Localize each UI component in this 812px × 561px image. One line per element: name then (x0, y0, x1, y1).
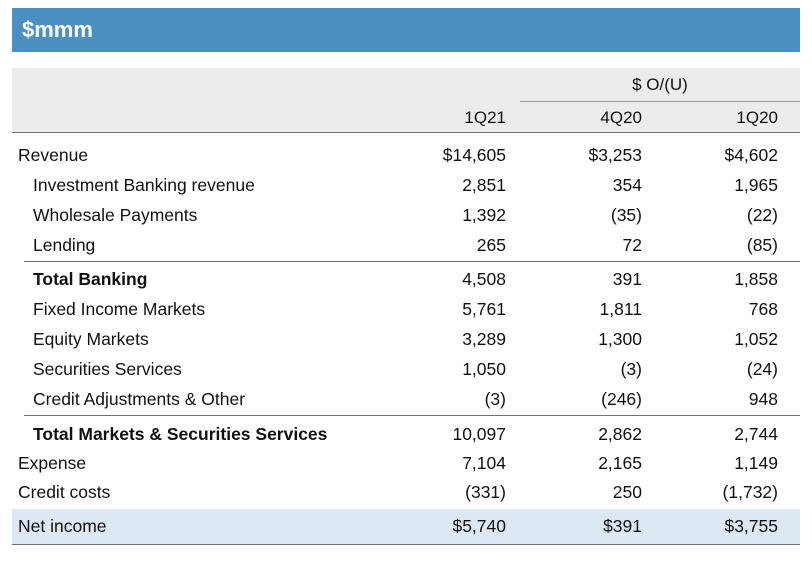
table-bottom-rule (12, 544, 800, 545)
cell-4q20: 1,300 (598, 329, 642, 349)
cell-1q21: 1,050 (462, 359, 506, 379)
cell-4q20: (35) (610, 205, 642, 225)
cell-4q20: 391 (612, 269, 642, 289)
cell-4q20: 250 (612, 482, 642, 502)
row-label: Investment Banking revenue (33, 175, 255, 195)
cell-1q20: 948 (748, 389, 778, 409)
cell-1q21: 2,851 (462, 175, 506, 195)
row-label: Expense (18, 453, 87, 473)
cell-1q21: 5,761 (462, 299, 506, 319)
row-label: Lending (33, 235, 96, 255)
table-row-securities-services: Securities Services 1,050 (3) (24) (12, 354, 800, 384)
cell-4q20: $391 (603, 516, 642, 536)
variance-group-label: $ O/(U) (632, 75, 688, 94)
cell-4q20: 2,165 (598, 453, 642, 473)
table-row-credit-costs: Credit costs (331) 250 (1,732) (12, 477, 800, 507)
column-header-1q20: 1Q20 (736, 108, 778, 127)
row-label: Equity Markets (33, 329, 149, 349)
table-row-revenue: Revenue $14,605 $3,253 $4,602 (12, 140, 800, 170)
cell-4q20: $3,253 (588, 145, 642, 165)
column-header-1q21: 1Q21 (464, 108, 506, 127)
table-row-fixed-income-markets: Fixed Income Markets 5,761 1,811 768 (12, 294, 800, 324)
table-row-credit-adjustments: Credit Adjustments & Other (3) (246) 948 (12, 384, 800, 414)
cell-1q20: (85) (746, 235, 778, 255)
row-label: Total Banking (33, 269, 148, 289)
cell-1q21: (3) (484, 389, 506, 409)
row-label: Net income (18, 516, 107, 536)
row-label: Fixed Income Markets (33, 299, 206, 319)
row-divider (24, 261, 800, 262)
cell-4q20: 354 (612, 175, 642, 195)
title-banner: $mmm (12, 8, 800, 52)
cell-1q20: (1,732) (722, 482, 778, 502)
column-header-4q20: 4Q20 (600, 108, 642, 127)
table-row-total-markets: Total Markets & Securities Services 10,0… (12, 419, 800, 449)
table-header: $ O/(U) 1Q21 4Q20 1Q20 (12, 68, 800, 132)
cell-1q21: 1,392 (462, 205, 506, 225)
cell-1q20: $4,602 (724, 145, 778, 165)
table-row-wholesale-payments: Wholesale Payments 1,392 (35) (22) (12, 200, 800, 230)
cell-1q21: $5,740 (452, 516, 506, 536)
cell-4q20: 2,862 (598, 424, 642, 444)
variance-group-rule (520, 101, 800, 102)
cell-1q21: (331) (465, 482, 506, 502)
row-label: Credit costs (18, 482, 111, 502)
row-label: Credit Adjustments & Other (33, 389, 246, 409)
row-label: Total Markets & Securities Services (33, 424, 328, 444)
row-label: Securities Services (33, 359, 182, 379)
row-label: Wholesale Payments (33, 205, 198, 225)
cell-1q20: 1,052 (734, 329, 778, 349)
cell-1q20: 2,744 (734, 424, 778, 444)
cell-1q20: $3,755 (724, 516, 778, 536)
table-row-equity-markets: Equity Markets 3,289 1,300 1,052 (12, 324, 800, 354)
cell-4q20: 1,811 (599, 299, 643, 319)
cell-1q20: 1,858 (734, 269, 778, 289)
cell-1q21: 265 (476, 235, 506, 255)
cell-1q20: (22) (746, 205, 778, 225)
cell-1q21: 4,508 (462, 269, 506, 289)
cell-4q20: (3) (620, 359, 642, 379)
financial-table: $ O/(U) 1Q21 4Q20 1Q20 Revenue $14,605 $… (12, 68, 800, 546)
table-row-total-banking: Total Banking 4,508 391 1,858 (12, 264, 800, 294)
cell-1q21: 10,097 (452, 424, 506, 444)
cell-1q20: 1,149 (734, 453, 778, 473)
table-row-lending: Lending 265 72 (85) (12, 230, 800, 260)
cell-1q20: 1,965 (734, 175, 778, 195)
cell-1q21: $14,605 (442, 145, 506, 165)
cell-1q21: 3,289 (462, 329, 506, 349)
table-title: $mmm (22, 17, 93, 42)
cell-4q20: 72 (622, 235, 642, 255)
table-row-investment-banking: Investment Banking revenue 2,851 354 1,9… (12, 170, 800, 200)
table-row-net-income: Net income $5,740 $391 $3,755 (12, 509, 800, 544)
cell-1q20: 768 (748, 299, 778, 319)
cell-1q20: (24) (746, 359, 778, 379)
row-label: Revenue (18, 145, 89, 165)
header-rule (12, 132, 800, 133)
cell-1q21: 7,104 (462, 453, 506, 473)
row-divider (24, 415, 800, 416)
table-row-expense: Expense 7,104 2,165 1,149 (12, 448, 800, 478)
cell-4q20: (246) (601, 389, 642, 409)
